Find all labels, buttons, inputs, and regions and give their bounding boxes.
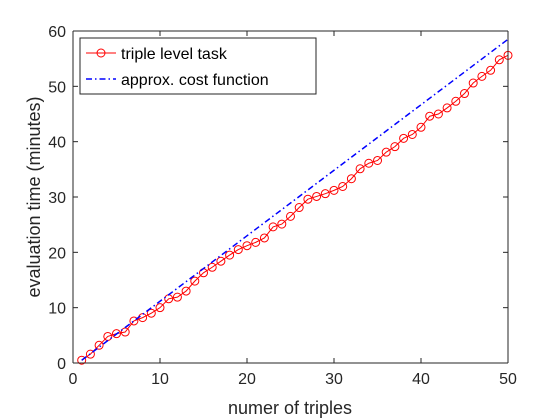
data-point-triple-level-task xyxy=(294,203,304,213)
data-point-triple-level-task xyxy=(364,158,374,168)
y-tick-label: 30 xyxy=(48,190,66,207)
data-point-triple-level-task xyxy=(390,142,400,152)
data-point-triple-level-task xyxy=(77,355,87,365)
data-point-triple-level-task xyxy=(277,219,287,229)
x-tick-label: 10 xyxy=(151,371,169,388)
x-tick-label: 50 xyxy=(499,371,517,388)
data-point-triple-level-task xyxy=(216,256,226,266)
data-point-triple-level-task xyxy=(486,65,496,75)
y-tick-label: 20 xyxy=(48,245,66,262)
data-point-triple-level-task xyxy=(303,194,313,204)
data-point-triple-level-task xyxy=(494,55,504,65)
data-point-triple-level-task xyxy=(451,96,461,106)
series-layer xyxy=(77,38,513,365)
y-tick-label: 10 xyxy=(48,301,66,318)
data-point-triple-level-task xyxy=(85,349,95,359)
legend-box xyxy=(79,37,317,95)
data-point-triple-level-task xyxy=(433,109,443,119)
y-tick-label: 0 xyxy=(57,356,66,373)
data-point-triple-level-task xyxy=(129,316,139,326)
series-line-approx-cost-function xyxy=(81,38,509,361)
data-point-triple-level-task xyxy=(251,237,261,247)
data-point-triple-level-task xyxy=(94,340,104,350)
y-tick-label: 40 xyxy=(48,135,66,152)
axes-layer: 0 10 20 30 40 50 0 10 20 30 40 50 60 xyxy=(48,24,517,388)
x-axis-title: numer of triples xyxy=(228,398,352,418)
series-line-triple-level-task xyxy=(81,54,509,361)
x-tick-label: 40 xyxy=(412,371,430,388)
data-point-triple-level-task xyxy=(373,155,382,165)
legend-label-approx-cost-function: approx. cost function xyxy=(121,72,269,89)
data-point-triple-level-task xyxy=(477,71,487,81)
data-point-triple-level-task xyxy=(355,164,365,174)
y-tick-label: 60 xyxy=(48,24,66,41)
data-point-triple-level-task xyxy=(268,222,278,232)
data-point-triple-level-task xyxy=(468,78,478,88)
data-point-triple-level-task xyxy=(338,181,348,191)
data-point-triple-level-task xyxy=(329,185,339,195)
data-point-triple-level-task xyxy=(407,129,417,139)
data-point-triple-level-task xyxy=(225,250,235,260)
legend-label-triple-level-task: triple level task xyxy=(121,46,228,63)
data-point-triple-level-task xyxy=(286,211,295,221)
y-axis-title: evaluation time (minutes) xyxy=(24,96,44,297)
data-point-triple-level-task xyxy=(460,89,469,99)
y-tick-label: 50 xyxy=(48,79,66,96)
data-point-triple-level-task xyxy=(155,303,165,313)
legend: triple level task approx. cost function xyxy=(79,37,317,95)
data-point-triple-level-task xyxy=(259,233,269,243)
x-tick-label: 20 xyxy=(238,371,256,388)
data-point-triple-level-task xyxy=(425,111,435,121)
data-point-triple-level-task xyxy=(442,103,452,113)
data-point-triple-level-task xyxy=(416,122,426,132)
x-tick-label: 30 xyxy=(325,371,343,388)
data-point-triple-level-task xyxy=(172,292,182,302)
data-point-triple-level-task xyxy=(233,245,243,255)
x-tick-label: 0 xyxy=(69,371,78,388)
legend-swatch-marker-triple-level-task xyxy=(96,48,106,58)
data-point-triple-level-task xyxy=(320,189,330,199)
data-point-triple-level-task xyxy=(181,286,191,296)
data-point-triple-level-task xyxy=(381,147,391,157)
data-point-triple-level-task xyxy=(112,329,121,339)
data-point-triple-level-task xyxy=(346,174,356,184)
data-point-triple-level-task xyxy=(146,308,156,318)
data-point-triple-level-task xyxy=(399,133,409,143)
data-point-triple-level-task xyxy=(207,262,217,272)
data-point-triple-level-task xyxy=(190,276,200,286)
data-point-triple-level-task xyxy=(242,241,252,251)
data-point-triple-level-task xyxy=(312,191,322,201)
